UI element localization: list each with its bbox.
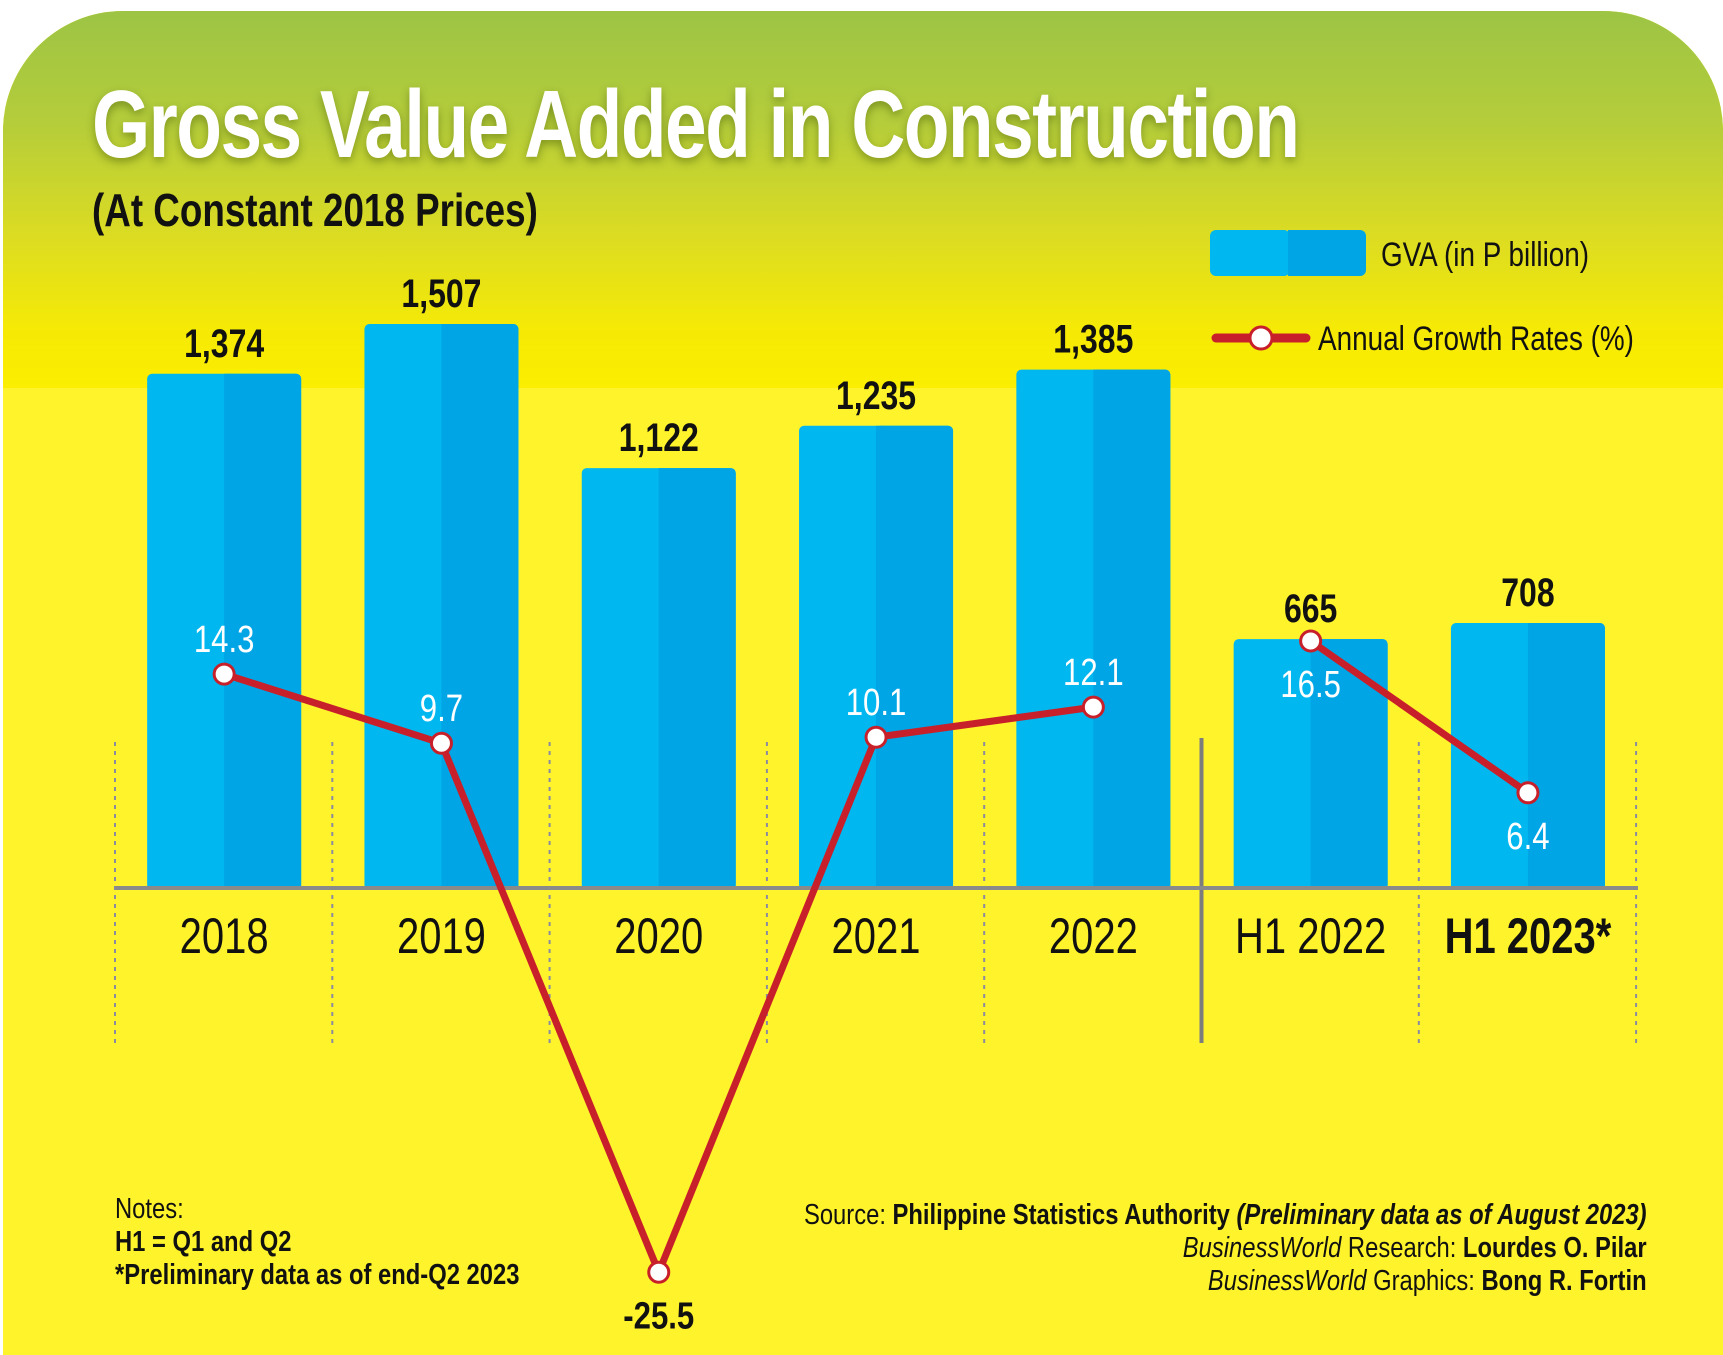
legend: GVA (in P billion) Annual Growth Rates (… [1210,230,1634,358]
credits-block: Source: Philippine Statistics Authority … [804,1199,1647,1298]
bar-value-label: 1,122 [619,415,699,460]
growth-value-labels: 14.3 9.7 -25.5 10.1 12.1 16.5 6.4 [194,619,1550,1337]
bar [1450,623,1605,890]
category-dividers [114,738,1638,1043]
graphics-brand: BusinessWorld [1208,1265,1367,1297]
legend-line-marker [1248,325,1274,351]
bar-value-label: 708 [1501,570,1554,615]
graphics-line: BusinessWorld Graphics: Bong R. Fortin [804,1265,1647,1298]
legend-bar-swatch-join [1288,230,1296,276]
bar-right-half [224,373,302,890]
growth-value-label: 14.3 [194,619,255,661]
growth-value-label: 10.1 [846,682,907,724]
growth-line-segment [1307,637,1532,797]
bar-right-half [658,468,736,890]
research-brand: BusinessWorld [1183,1232,1342,1264]
bar-half-join [1527,623,1534,890]
legend-bar-label: GVA (in P billion) [1381,235,1589,273]
source-name: Philippine Statistics Authority [892,1199,1237,1231]
growth-point [647,1260,671,1284]
category-label: 2020 [614,908,703,964]
bar-value-label: 1,385 [1053,316,1133,361]
bar-half-join [1093,369,1100,890]
growth-value-label: 16.5 [1280,664,1341,706]
legend-bar-swatch [1210,230,1366,276]
bar [1233,639,1388,890]
bar-value-label: 1,507 [401,271,481,316]
growth-value-label: -25.5 [623,1295,694,1337]
growth-value-label: 9.7 [420,688,463,730]
research-name: Lourdes O. Pilar [1463,1232,1647,1264]
category-label: 2022 [1049,908,1138,964]
bar-right-half [1310,639,1388,890]
research-label: Research: [1341,1232,1464,1264]
legend-line-swatch [1211,325,1311,351]
legend-bar-swatch-light [1210,230,1290,276]
growth-point [1516,781,1540,805]
growth-point [864,725,888,749]
bar-value-label: 1,374 [184,320,264,365]
growth-point [1299,629,1323,653]
bar [1016,369,1171,890]
growth-point [429,731,453,755]
bar-half-join [1310,639,1317,890]
notes-line-preliminary: *Preliminary data as of end-Q2 2023 [115,1259,520,1291]
source-note: (Preliminary data as of August 2023) [1236,1199,1647,1231]
bar-right-half [441,324,519,890]
category-label: 2018 [180,908,269,964]
notes-heading: Notes: [115,1193,184,1225]
header-gradient [3,11,1723,388]
growth-value-label: 6.4 [1506,816,1549,858]
legend-bar-swatch-dark [1288,230,1366,276]
bar [581,468,736,890]
source-line: Source: Philippine Statistics Authority … [804,1199,1647,1232]
legend-line-label: Annual Growth Rates (%) [1318,319,1634,357]
bar-half-join [224,373,231,890]
category-label: 2019 [397,908,486,964]
bar-half-join [658,468,665,890]
growth-point [1081,695,1105,719]
bar [799,425,954,890]
bar-right-half [1093,369,1171,890]
bar-half-join [876,425,883,890]
category-label: 2021 [832,908,921,964]
bar-right-half [876,425,954,890]
chart-subtitle: (At Constant 2018 Prices) [92,184,538,236]
notes-block: Notes: H1 = Q1 and Q2 *Preliminary data … [115,1193,519,1292]
bar-series [147,324,1605,890]
bar-value-label: 665 [1284,586,1337,631]
growth-point [212,662,236,686]
bar-value-label: 1,235 [836,372,916,417]
category-label: H1 2022 [1235,908,1386,964]
growth-value-label: 12.1 [1063,652,1124,694]
chart-title: Gross Value Added in Construction [92,71,1300,178]
category-labels: 2018 2019 2020 2021 2022 H1 2022 H1 2023* [180,908,1612,964]
bar-value-labels: 1,374 1,507 1,122 1,235 1,385 665 708 [184,271,1555,631]
graphics-label: Graphics: [1366,1265,1482,1297]
bar-right-half [1527,623,1605,890]
bar-half-join [441,324,448,890]
growth-line-series [212,629,1540,1284]
notes-line-h1: H1 = Q1 and Q2 [115,1226,292,1258]
category-label: H1 2023* [1445,908,1612,964]
source-label: Source: [804,1199,893,1231]
research-line: BusinessWorld Research: Lourdes O. Pilar [804,1232,1647,1265]
graphics-name: Bong R. Fortin [1481,1265,1647,1297]
bar [147,373,302,890]
bar [364,324,519,890]
